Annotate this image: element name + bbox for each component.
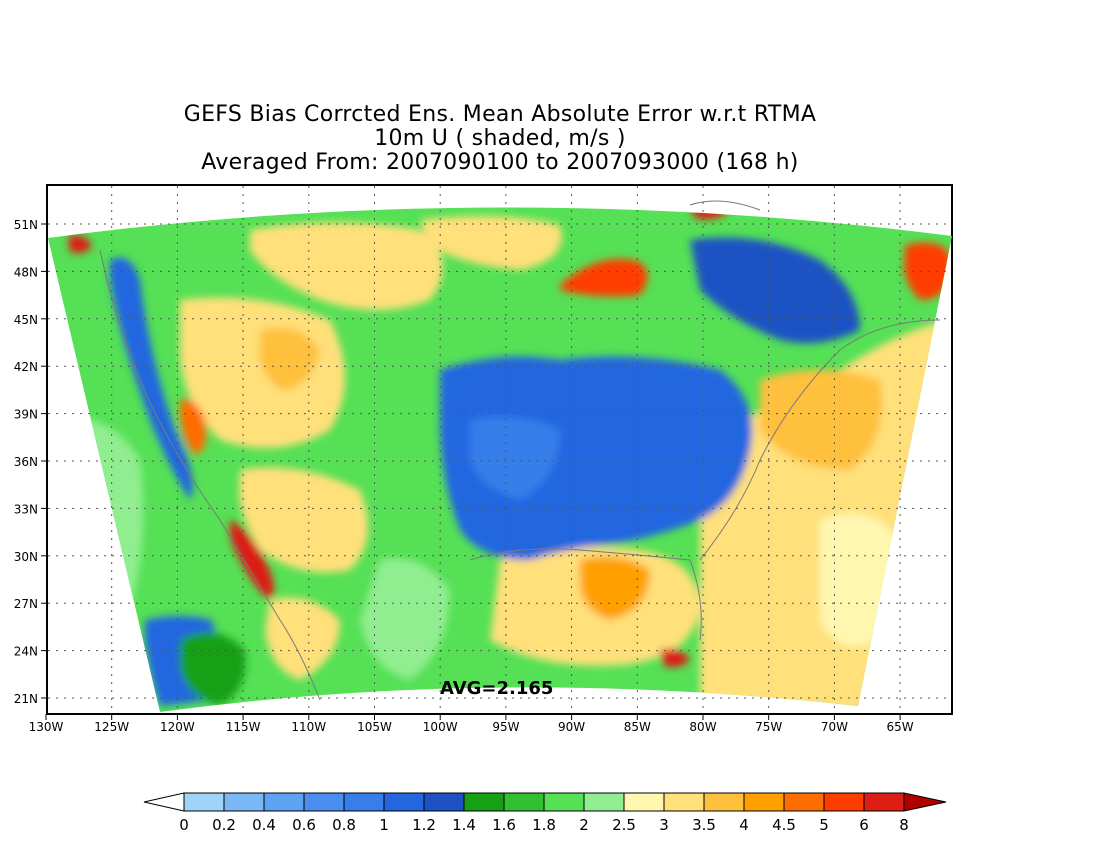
map-title-line-2: 10m U ( shaded, m/s ) [374,126,626,151]
lon-label: 65W [887,720,914,734]
colorbar-swatch [263,792,305,812]
colorbar-swatch [543,792,585,812]
colorbar-swatch [623,792,665,812]
colorbar-label: 4.5 [772,816,796,834]
colorbar-low-arrow [143,792,185,812]
atlantic-orange-patch [760,370,882,470]
lake-superior-red [560,258,648,297]
california-red-strip [229,520,274,600]
colorbar-label: 1.8 [532,816,556,834]
lat-label: 48N [14,265,38,279]
lon-label: 110W [291,720,326,734]
lon-label: 120W [160,720,195,734]
lon-label: 115W [226,720,261,734]
canada-warm [420,216,562,270]
colorbar-label: 2 [579,816,589,834]
colorbar-swatch [183,792,225,812]
florida-keys-red [660,648,690,668]
map-title-line-3: Averaged From: 2007090100 to 2007093000 … [201,150,799,175]
longitude-labels: 130W 125W 120W 115W 110W 105W 100W 95W 90W 85W 80W… [29,714,914,734]
colorbar-swatch [863,792,905,812]
lat-label: 21N [14,692,38,706]
central-us-blue-region [440,356,752,560]
colorbar-swatch [703,792,745,812]
colorbar-label: 0.8 [332,816,356,834]
colorbar-swatch [783,792,825,812]
colorbar-label: 6 [859,816,869,834]
lat-lon-grid [48,186,951,713]
latitude-labels: 51N 48N 45N 42N 39N 36N 33N 30N 27N 24N 21N [14,218,47,706]
colorbar-label: 5 [819,816,829,834]
lon-label: 75W [755,720,782,734]
nevada-orange [180,399,207,455]
lon-label: 100W [423,720,458,734]
colorbar-label: 2.5 [612,816,636,834]
colorbar-swatch [303,792,345,812]
lat-label: 24N [14,645,38,659]
lat-label: 42N [14,360,38,374]
lon-label: 85W [624,720,651,734]
colorbar-label: 0 [179,816,189,834]
lat-label: 51N [14,218,38,232]
colorbar-label: 3 [659,816,669,834]
lat-label: 45N [14,313,38,327]
lon-label: 90W [558,720,585,734]
colorbar-swatch [743,792,785,812]
colorbar-label: 0.2 [212,816,236,834]
colorbar-high-arrow [903,792,947,812]
mexico-light-green [360,558,450,680]
colorbar-label: 1 [379,816,389,834]
lat-label: 30N [14,550,38,564]
lon-label: 95W [492,720,519,734]
map-title-line-1: GEFS Bias Corrcted Ens. Mean Absolute Er… [183,102,817,127]
colorbar-swatch [423,792,465,812]
northern-plains-warm [250,222,443,310]
northeast-blue-region [690,237,860,344]
coastlines [99,200,941,701]
southwest-warm-region [239,467,368,573]
colorbar-label: 4 [739,816,749,834]
lat-label: 36N [14,455,38,469]
baja-green-region [180,632,246,705]
gulf-orange-patch [580,556,650,620]
mexico-warm [265,597,340,680]
colorbar-label: 1.2 [412,816,436,834]
colorbar-label: 8 [899,816,909,834]
lon-label: 125W [94,720,129,734]
colorbar-swatch [463,792,505,812]
colorbar-swatch [223,792,265,812]
lon-label: 70W [821,720,848,734]
shaded-error-field [48,207,952,712]
colorbar-swatch [383,792,425,812]
colorbar-label: 0.6 [292,816,316,834]
pacific-nw-red [68,235,92,254]
colorbar-label: 0.4 [252,816,276,834]
lat-label: 33N [14,502,38,516]
average-label: AVG=2.165 [440,678,553,699]
lat-label: 39N [14,408,38,422]
color-scale-bar: 0 0.2 0.4 0.6 0.8 1 1.2 1.4 1.6 1.8 2 2.5 3 3.5 4 4.5 5 6… [143,792,947,834]
central-us-blue-light [470,416,560,500]
lon-label: 105W [357,720,392,734]
west-orange-patch [259,327,320,390]
colorbar-label: 1.4 [452,816,476,834]
colorbar-swatch [583,792,625,812]
colorbar-swatch [503,792,545,812]
pacific-blue-strip [110,257,193,500]
colorbar-swatch [823,792,865,812]
colorbar-label: 3.5 [692,816,716,834]
colorbar-swatch [663,792,705,812]
lon-label: 80W [689,720,716,734]
lat-label: 27N [14,597,38,611]
colorbar-swatch [343,792,385,812]
colorbar-label: 1.6 [492,816,516,834]
lon-label: 130W [29,720,64,734]
